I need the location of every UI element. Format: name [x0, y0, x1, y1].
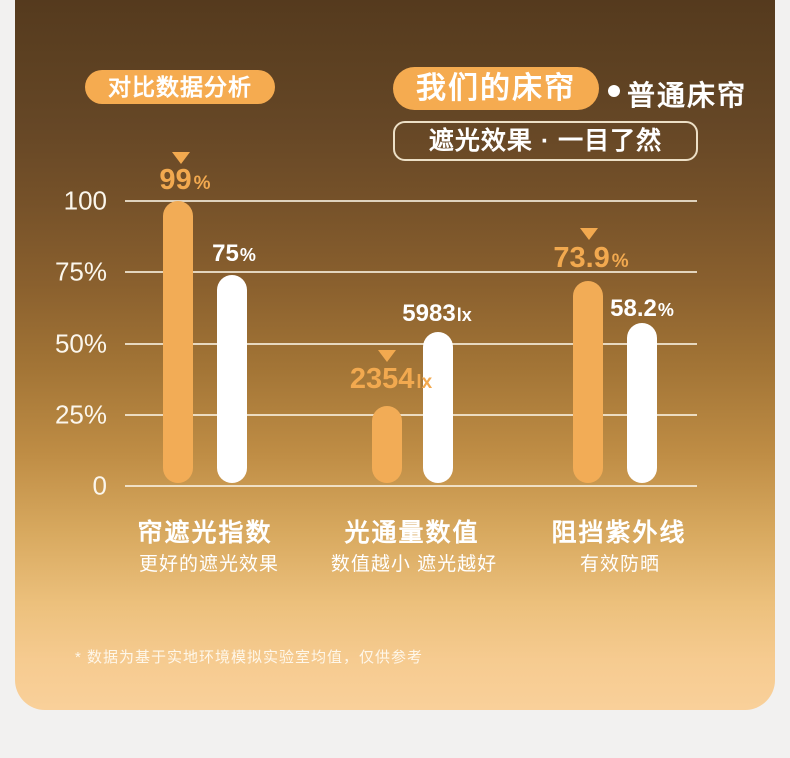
bar-ours-group3 [573, 280, 603, 483]
value-label-ours-group3: 73.9% [553, 242, 628, 275]
gridline-0: 0 [93, 470, 697, 500]
y-tick-100: 100 [63, 185, 107, 216]
triangle-down-icon [378, 350, 396, 362]
value-unit: % [193, 173, 211, 194]
value-number: 5983 [402, 300, 456, 327]
bar-ours-group1 [163, 200, 193, 483]
value-label-ours-group2: 2354 lx [350, 363, 432, 396]
footnote: * 数据为基于实地环境模拟实验室均值，仅供参考 [75, 649, 424, 666]
gridline-75: 75% [55, 257, 697, 287]
category-subtitle-2: 数值越小 遮光越好 [330, 554, 498, 575]
legend-bullet-icon [608, 85, 620, 97]
category-title-1: 帘遮光指数 [137, 519, 273, 547]
category-subtitle-1: 更好的遮光效果 [138, 554, 280, 575]
bar-ordinary-group1 [217, 274, 247, 483]
value-label-ours-group1: 99% [159, 164, 210, 197]
category-title-3: 阻挡紫外线 [551, 519, 687, 547]
infographic-card: 对比数据分析 我们的床帘 普通床帘 遮光效果 · 一目了然 100 75% 50… [15, 0, 775, 710]
value-number: 58.2 [610, 295, 657, 322]
value-unit: % [657, 300, 674, 320]
triangle-down-icon [172, 152, 190, 164]
bar-ordinary-group3 [627, 323, 657, 483]
legend-ordinary-label: 普通床帘 [627, 80, 748, 111]
bar-chart: 100 75% 50% 25% 0 99% 75% [55, 152, 697, 500]
value-label-ordinary-group1: 75% [212, 240, 256, 268]
value-unit: % [239, 245, 256, 265]
legend-ours-pill: 我们的床帘 [393, 67, 599, 110]
y-tick-0: 0 [92, 470, 107, 501]
value-unit: % [611, 251, 629, 272]
triangle-down-icon [580, 228, 598, 240]
gridline-25: 25% [55, 399, 697, 429]
analysis-badge: 对比数据分析 [85, 70, 275, 104]
value-number: 75 [212, 240, 239, 267]
category-title-2: 光通量数值 [344, 519, 480, 547]
y-tick-25: 25% [54, 399, 107, 430]
value-number: 73.9 [553, 242, 610, 274]
y-tick-50: 50% [54, 327, 107, 358]
category-subtitle-3: 有效防晒 [579, 554, 661, 575]
chart-title-box: 遮光效果 · 一目了然 [393, 121, 698, 161]
value-unit: lx [456, 305, 472, 325]
value-label-ordinary-group3: 58.2% [610, 295, 674, 323]
value-unit: lx [416, 372, 433, 393]
bar-ordinary-group2 [423, 331, 453, 483]
gridline-50: 50% [55, 328, 697, 358]
value-number: 99 [159, 164, 192, 196]
value-label-ordinary-group2: 5983lx [402, 300, 471, 328]
value-number: 2354 [349, 363, 415, 395]
gridline-100: 100 [64, 185, 697, 215]
bar-ours-group2 [372, 406, 402, 483]
y-tick-75: 75% [54, 256, 107, 287]
